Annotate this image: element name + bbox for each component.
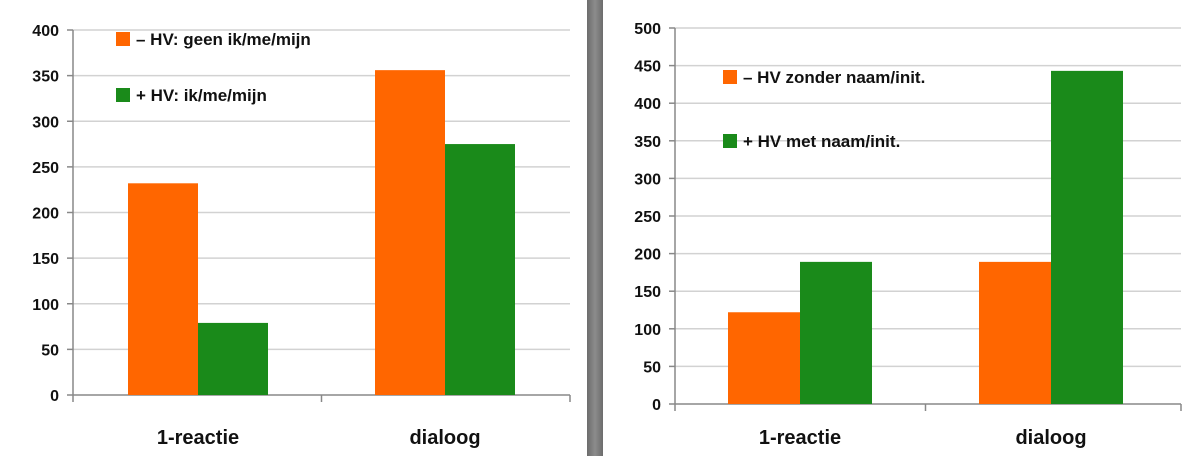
bar: [198, 322, 268, 395]
bar: [800, 261, 872, 404]
bar: [128, 183, 198, 395]
bar: [728, 312, 800, 404]
legend-label: + HV: ik/me/mijn: [136, 86, 267, 105]
legend-swatch: [723, 134, 737, 148]
legend-label: – HV zonder naam/init.: [743, 68, 925, 87]
y-tick-label: 100: [634, 322, 661, 339]
y-tick-label: 200: [32, 206, 59, 223]
legend-swatch: [723, 70, 737, 84]
bar: [445, 144, 515, 395]
y-tick-label: 0: [50, 388, 59, 405]
y-tick-label: 450: [634, 59, 661, 76]
y-tick-label: 350: [634, 134, 661, 151]
y-tick-label: 500: [634, 21, 661, 38]
category-label: 1-reactie: [157, 427, 239, 449]
right-chart-panel: 0 50 100 150 200 250 300 350 400 450 500 1-reactie d…: [603, 0, 1190, 456]
y-tick-label: 350: [32, 69, 59, 86]
left-chart-panel: 0 50 100 150 200 250 300 350 400 1-reactie dialoog…: [0, 0, 587, 456]
bar: [979, 261, 1051, 404]
y-tick-label: 0: [652, 397, 661, 414]
legend-label: + HV met naam/init.: [743, 132, 900, 151]
right-bar-chart: 0 50 100 150 200 250 300 350 400 450 500 1-reactie d…: [634, 21, 1182, 449]
y-tick-label: 100: [32, 297, 59, 314]
left-bar-chart: 0 50 100 150 200 250 300 350 400 1-reactie dialoog…: [32, 23, 571, 449]
y-tick-label: 50: [41, 342, 59, 359]
y-tick-label: 200: [634, 247, 661, 264]
y-tick-label: 400: [32, 23, 59, 40]
y-tick-label: 50: [643, 359, 661, 376]
y-tick-label: 150: [634, 284, 661, 301]
legend-swatch: [116, 32, 130, 46]
bar: [1051, 70, 1123, 404]
y-tick-label: 250: [32, 160, 59, 177]
y-tick-label: 300: [634, 171, 661, 188]
category-label: dialoog: [1015, 427, 1086, 449]
legend-label: – HV: geen ik/me/mijn: [136, 30, 311, 49]
y-tick-label: 400: [634, 96, 661, 113]
panel-divider: [587, 0, 603, 456]
y-tick-label: 150: [32, 251, 59, 268]
category-label: 1-reactie: [759, 427, 841, 449]
y-tick-label: 300: [32, 114, 59, 131]
y-tick-label: 250: [634, 209, 661, 226]
bar: [375, 70, 445, 396]
category-label: dialoog: [409, 427, 480, 449]
legend-swatch: [116, 88, 130, 102]
